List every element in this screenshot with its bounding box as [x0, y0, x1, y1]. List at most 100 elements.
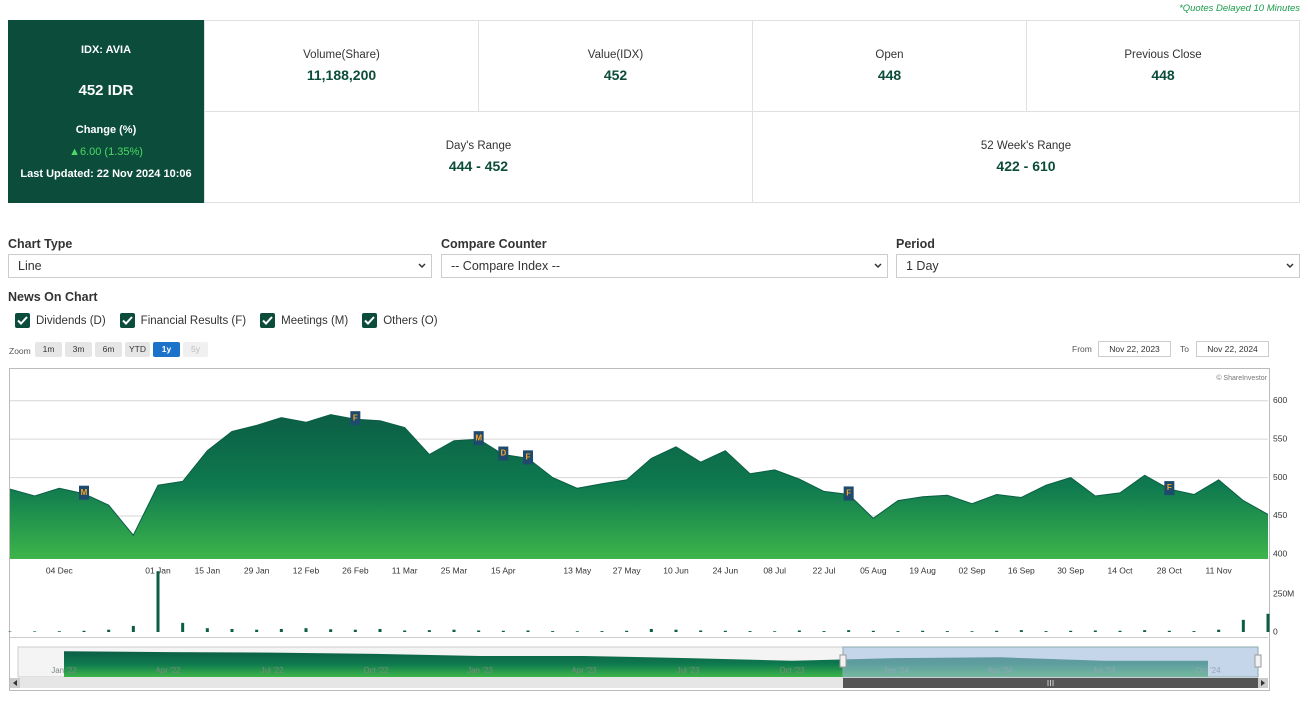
from-input[interactable]: Nov 22, 2023	[1098, 341, 1171, 357]
volume-bar	[353, 629, 357, 632]
stat-label: Value(IDX)	[587, 49, 644, 61]
navigator-bg	[17, 646, 1259, 678]
to-label: To	[1180, 344, 1189, 354]
chevron	[418, 263, 426, 269]
volume-bar	[33, 631, 37, 632]
check-icon	[121, 316, 133, 325]
volume-bar	[107, 629, 111, 632]
checkbox-label: Financial Results (F)	[140, 314, 247, 327]
zoom-button[interactable]: 1y	[153, 342, 180, 357]
volume-bar	[625, 630, 629, 632]
navigator-label: Apr '22	[155, 666, 181, 675]
volume-bar	[230, 628, 234, 632]
navigator-label: Jan '23	[467, 666, 493, 675]
checkbox[interactable]	[260, 313, 276, 328]
volume-bar	[477, 630, 481, 632]
from-label: From	[1072, 344, 1092, 354]
zoom-button[interactable]: YTD	[125, 342, 150, 357]
stat-cell: Value(IDX) 452	[478, 20, 753, 112]
checkbox[interactable]	[119, 313, 135, 328]
period-select[interactable]: 1 Day	[896, 254, 1300, 278]
navigator-label: Jul '24	[1093, 666, 1116, 675]
x-tick-label: 28 Oct	[1157, 565, 1183, 575]
stat-value: 452	[603, 67, 628, 83]
volume-bar	[575, 631, 579, 632]
y-tick-label: 600	[1273, 395, 1287, 405]
volume-bar	[723, 630, 727, 632]
volume-bar	[526, 630, 530, 632]
x-tick-label: 12 Feb	[293, 565, 320, 575]
news-checkbox[interactable]: Meetings (M)	[260, 313, 348, 328]
scroll-grip	[1047, 680, 1054, 686]
y-tick-label: 450	[1273, 510, 1287, 520]
select-value: -- Compare Index --	[451, 259, 561, 273]
select-value: 1 Day	[906, 259, 939, 273]
scrollbar-track	[10, 678, 1268, 688]
y-tick-label: 550	[1273, 433, 1287, 443]
volume-bar	[378, 628, 382, 632]
news-checkbox[interactable]: Financial Results (F)	[119, 313, 247, 328]
checkbox[interactable]	[15, 313, 30, 328]
chart-type-select[interactable]: Line	[8, 254, 432, 278]
scroll-left	[10, 678, 20, 688]
x-tick-label: 08 Jul	[763, 565, 786, 575]
news-flag-label: F	[353, 413, 358, 422]
stat-value: 422 - 610	[996, 158, 1056, 174]
navigator-label: Apr '23	[571, 666, 597, 675]
zoom-button[interactable]: 3m	[65, 342, 92, 357]
credit: © ShareInvestor	[1216, 374, 1267, 382]
x-tick-label: 29 Jan	[244, 565, 270, 575]
x-tick-label: 10 Jun	[663, 565, 689, 575]
news-flag-label: M	[81, 488, 88, 497]
zoom-buttons: 1m 3m 6m YTD 1y 5y	[35, 342, 208, 357]
x-tick-label: 15 Jan	[195, 565, 221, 575]
zoom-button[interactable]: 5y	[183, 342, 208, 357]
volume-bar	[748, 631, 752, 632]
x-tick-label: 01 Jan	[145, 565, 171, 575]
zoom-button[interactable]: 1m	[35, 342, 62, 357]
volume-bar	[156, 571, 160, 632]
x-tick-label: 13 May	[563, 565, 592, 575]
news-flag	[350, 411, 361, 426]
volume-bar	[1143, 630, 1147, 632]
x-tick-label: 15 Apr	[491, 565, 516, 575]
chevron	[874, 263, 882, 269]
price: 452 IDR	[78, 82, 134, 99]
y-tick-label: 0	[1273, 626, 1278, 636]
checkbox[interactable]	[362, 313, 378, 328]
volume-bar	[773, 631, 777, 632]
checkbox-label: Others (O)	[383, 314, 438, 327]
compare-select[interactable]: -- Compare Index --	[441, 254, 888, 278]
x-tick-label: 16 Sep	[1008, 565, 1035, 575]
scrollbar-thumb	[843, 678, 1258, 688]
navigator-label: Oct '23	[779, 666, 805, 675]
news-flag	[1164, 481, 1175, 496]
scroll-right	[1258, 678, 1268, 688]
y-tick-label: 400	[1273, 549, 1287, 559]
news-flag-label: F	[1167, 483, 1172, 492]
news-options: Dividends (D) Financial Results (F) Meetin…	[15, 313, 444, 328]
x-tick-label: 25 Mar	[441, 565, 468, 575]
zoom-label: Zoom	[9, 346, 31, 356]
news-checkbox[interactable]: Others (O)	[362, 313, 438, 328]
to-input[interactable]: Nov 22, 2024	[1196, 341, 1269, 357]
volume-bar	[205, 628, 209, 632]
volume-bar	[1118, 630, 1122, 632]
news-flag-label: D	[500, 449, 506, 458]
zoom-button[interactable]: 6m	[95, 342, 122, 357]
news-flag-label: M	[475, 433, 482, 442]
news-flag-label: F	[526, 452, 531, 461]
check-icon	[262, 316, 273, 325]
y-tick-label: 250M	[1273, 588, 1294, 598]
news-checkbox[interactable]: Dividends (D)	[15, 313, 106, 328]
volume-bar	[1192, 631, 1196, 632]
checkbox-label: Dividends (D)	[36, 314, 106, 327]
navigator-selection	[842, 646, 1259, 678]
volume-bar	[427, 630, 431, 632]
navigator-area	[64, 651, 1208, 677]
stat-label: 52 Week's Range	[980, 140, 1072, 152]
change: ▲6.00 (1.35%)	[69, 146, 143, 158]
volume-bar	[945, 631, 949, 632]
symbol: IDX: AVIA	[80, 44, 132, 56]
